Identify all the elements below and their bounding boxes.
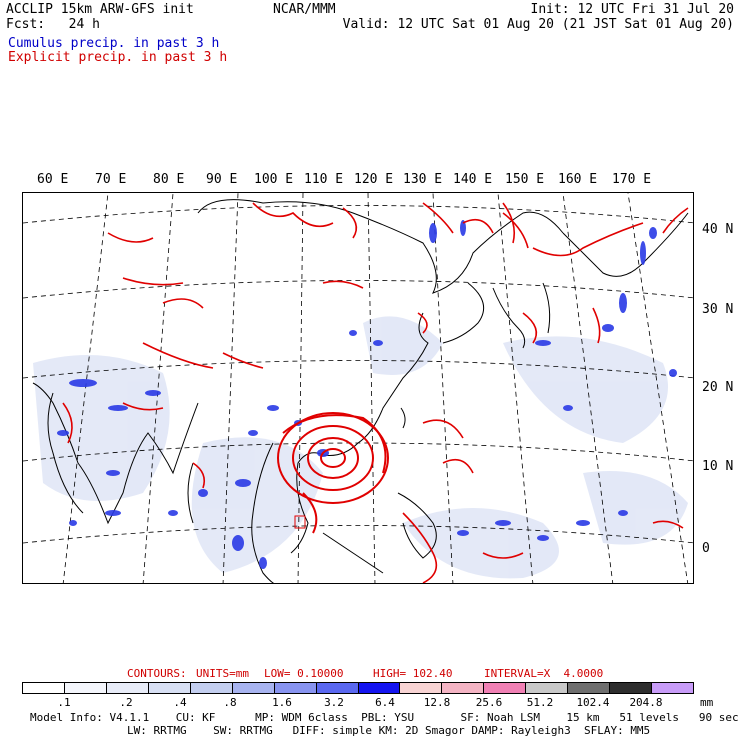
lon-label-110e: 110 E xyxy=(304,172,344,187)
colorbar-tick: 204.8 xyxy=(629,696,663,709)
colorbar-tick: 6.4 xyxy=(375,696,395,709)
legend-cumulus: Cumulus precip. in past 3 h xyxy=(8,36,220,51)
light-precip-shading xyxy=(33,316,688,579)
lat-label-30n: 30 N xyxy=(702,302,734,317)
model-info-line1: Model Info: V4.1.1 CU: KF MP: WDM 6class… xyxy=(30,711,739,724)
lat-label-10n: 10 N xyxy=(702,459,734,474)
contours-label: CONTOURS: xyxy=(127,667,187,680)
colorbar xyxy=(22,682,694,694)
colorbar-swatch xyxy=(316,683,359,693)
domain-marker-box xyxy=(294,515,306,529)
colorbar-tick: 51.2 xyxy=(526,696,554,709)
colorbar-swatch xyxy=(526,683,569,693)
lat-label-0: 0 xyxy=(702,541,710,556)
graticule xyxy=(23,193,693,583)
lon-label-100e: 100 E xyxy=(254,172,294,187)
colorbar-swatch xyxy=(652,683,693,693)
precipitation-map xyxy=(22,192,694,584)
lon-label-120e: 120 E xyxy=(354,172,394,187)
title: ACCLIP 15km ARW-GFS init xyxy=(6,2,194,17)
colorbar-swatch xyxy=(64,683,107,693)
legend-explicit: Explicit precip. in past 3 h xyxy=(8,50,228,65)
lat-label-20n: 20 N xyxy=(702,380,734,395)
cumulus-precip xyxy=(57,220,677,569)
map-canvas xyxy=(23,193,693,583)
contours-interval: INTERVAL=X 4.0000 xyxy=(484,667,604,680)
colorbar-swatch xyxy=(484,683,527,693)
contours-units: UNITS=mm xyxy=(196,667,249,680)
lon-label-130e: 130 E xyxy=(403,172,443,187)
colorbar-swatch xyxy=(106,683,149,693)
colorbar-swatch xyxy=(568,683,611,693)
colorbar-tick: .2 xyxy=(119,696,133,709)
colorbar-tick: 102.4 xyxy=(576,696,610,709)
typhoon-spiral xyxy=(277,412,389,534)
colorbar-tick: 25.6 xyxy=(475,696,503,709)
colorbar-tick: .4 xyxy=(173,696,187,709)
lon-label-170e: 170 E xyxy=(612,172,652,187)
explicit-precip xyxy=(62,202,689,583)
colorbar-swatch xyxy=(610,683,653,693)
colorbar-unit: mm xyxy=(700,696,714,709)
colorbar-swatch xyxy=(442,683,485,693)
colorbar-swatch xyxy=(400,683,443,693)
lon-label-160e: 160 E xyxy=(558,172,598,187)
valid-time: Valid: 12 UTC Sat 01 Aug 20 (21 JST Sat … xyxy=(342,17,734,32)
forecast-hour: Fcst: 24 h xyxy=(6,17,100,32)
colorbar-swatch xyxy=(190,683,233,693)
lon-label-70e: 70 E xyxy=(95,172,127,187)
colorbar-tick: .8 xyxy=(223,696,237,709)
center-label: NCAR/MMM xyxy=(273,2,336,17)
contours-low: LOW= 0.10000 xyxy=(264,667,344,680)
lon-label-60e: 60 E xyxy=(37,172,69,187)
init-time: Init: 12 UTC Fri 31 Jul 20 xyxy=(530,2,735,17)
model-info-line2: LW: RRTMG SW: RRTMG DIFF: simple KM: 2D … xyxy=(127,724,651,737)
lon-label-140e: 140 E xyxy=(453,172,493,187)
colorbar-tick: 1.6 xyxy=(272,696,292,709)
colorbar-swatch xyxy=(148,683,191,693)
lon-label-90e: 90 E xyxy=(206,172,238,187)
colorbar-swatch xyxy=(232,683,275,693)
colorbar-tick: 12.8 xyxy=(423,696,451,709)
lon-label-80e: 80 E xyxy=(153,172,185,187)
colorbar-tick: 3.2 xyxy=(324,696,344,709)
contours-high: HIGH= 102.40 xyxy=(373,667,453,680)
colorbar-swatch xyxy=(23,683,65,693)
lat-label-40n: 40 N xyxy=(702,222,734,237)
colorbar-swatch xyxy=(358,683,401,693)
colorbar-swatch xyxy=(274,683,317,693)
colorbar-tick: .1 xyxy=(57,696,71,709)
lon-label-150e: 150 E xyxy=(505,172,545,187)
